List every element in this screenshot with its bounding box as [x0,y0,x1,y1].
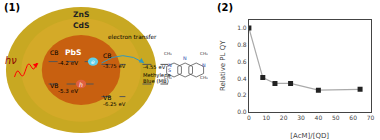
svg-text:h: h [79,81,83,88]
svg-text:(1): (1) [4,2,20,13]
svg-text:-4.2 eV: -4.2 eV [58,60,78,66]
svg-text:0.0: 0.0 [237,108,247,115]
svg-text:0: 0 [247,114,251,121]
svg-text:-5.3 eV: -5.3 eV [58,88,78,94]
svg-text:PbS: PbS [65,48,81,57]
svg-text:N: N [168,62,172,68]
svg-text:0.6: 0.6 [237,58,247,65]
svg-text:Methylene: Methylene [143,72,171,79]
svg-text:0.2: 0.2 [237,91,247,98]
svg-text:-4.55 eV: -4.55 eV [143,64,166,70]
svg-text:0.4: 0.4 [237,75,247,82]
svg-text:CH₃: CH₃ [200,51,208,56]
svg-text:20: 20 [280,114,288,121]
svg-text:60: 60 [349,114,357,121]
svg-text:Relative PL QY: Relative PL QY [219,40,227,91]
svg-text:CH₃: CH₃ [164,75,172,80]
svg-text:VB: VB [103,94,111,101]
svg-text:0.8: 0.8 [237,41,247,48]
svg-text:(2): (2) [217,2,233,13]
svg-text:e: e [91,58,95,65]
svg-text:[AcM]/[QD]: [AcM]/[QD] [290,132,329,140]
svg-text:VB: VB [50,82,58,89]
svg-text:70: 70 [367,114,375,121]
svg-text:-6.25 eV: -6.25 eV [103,101,126,107]
svg-text:CH₃: CH₃ [164,51,172,56]
svg-text:N: N [183,55,187,61]
svg-text:Blue (MB): Blue (MB) [143,78,169,84]
svg-text:N: N [202,62,206,68]
svg-text:1.0: 1.0 [237,24,247,31]
svg-text:40: 40 [315,114,323,121]
svg-text:hν: hν [5,55,17,66]
svg-text:electron transfer: electron transfer [108,34,157,40]
svg-text:ZnS: ZnS [73,10,89,19]
svg-text:50: 50 [332,114,340,121]
svg-text:CB: CB [103,52,112,59]
svg-text:-3.75 eV: -3.75 eV [103,63,126,69]
svg-text:CdS: CdS [73,21,89,30]
svg-text:CB: CB [50,49,59,56]
svg-text:S: S [168,67,171,73]
svg-text:10: 10 [262,114,270,121]
svg-text:30: 30 [297,114,305,121]
svg-text:CH₃: CH₃ [200,75,208,80]
